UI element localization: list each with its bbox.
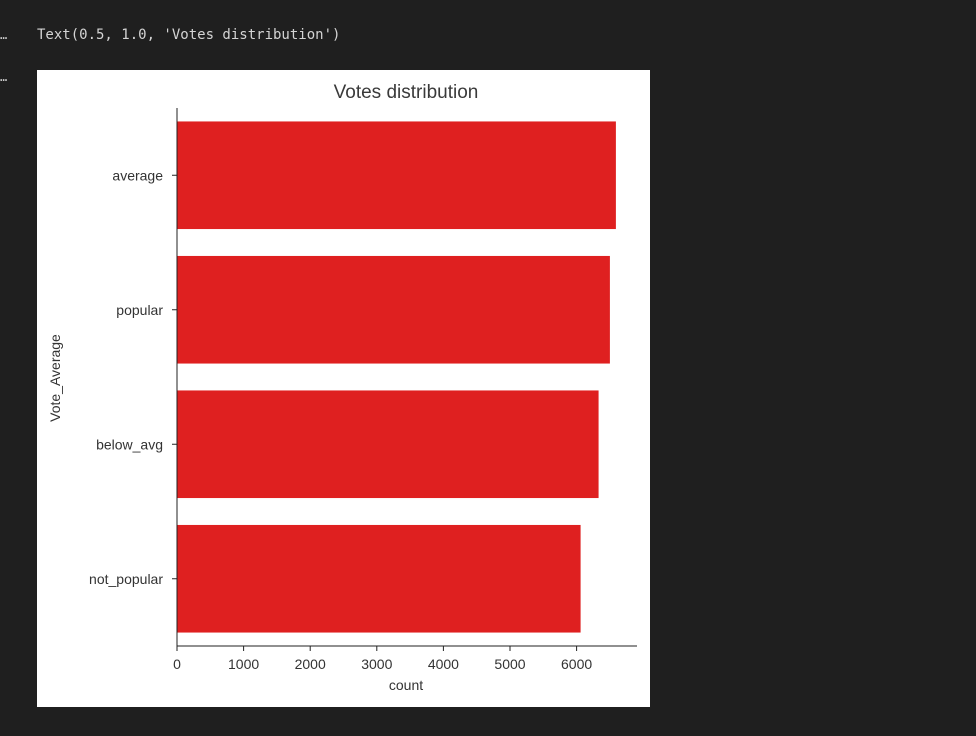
bar-chart: Votes distribution average popular below_a… (47, 82, 637, 693)
y-tick-label-average: average (112, 167, 163, 183)
x-tick-label-4000: 4000 (428, 656, 459, 672)
x-tick-label-5000: 5000 (494, 656, 525, 672)
x-tick-label-2000: 2000 (295, 656, 326, 672)
bar-popular (177, 255, 610, 364)
bar-average (177, 121, 616, 230)
x-axis-label: count (389, 677, 423, 693)
x-axis-ticks: 0 1000 2000 3000 4000 5000 6000 (173, 646, 592, 672)
chart-figure: Votes distribution average popular below_a… (37, 70, 650, 707)
y-tick-label-below-avg: below_avg (96, 436, 163, 452)
bar-below-avg (177, 390, 599, 499)
x-tick-label-1000: 1000 (228, 656, 259, 672)
text-output: Text(0.5, 1.0, 'Votes distribution') (37, 27, 341, 43)
y-tick-label-popular: popular (116, 302, 163, 318)
x-tick-label-0: 0 (173, 656, 181, 672)
output-prompt-indicator-figure: … (0, 70, 8, 84)
x-tick-label-3000: 3000 (361, 656, 392, 672)
y-tick-label-not-popular: not_popular (89, 571, 163, 587)
bar-not-popular (177, 524, 581, 633)
bars-group (177, 121, 616, 633)
y-axis-ticks: average popular below_avg not_popular (89, 167, 177, 587)
y-axis-label: Vote_Average (47, 334, 63, 422)
x-tick-label-6000: 6000 (561, 656, 592, 672)
output-prompt-indicator: … (0, 28, 8, 42)
chart-title: Votes distribution (334, 82, 479, 103)
